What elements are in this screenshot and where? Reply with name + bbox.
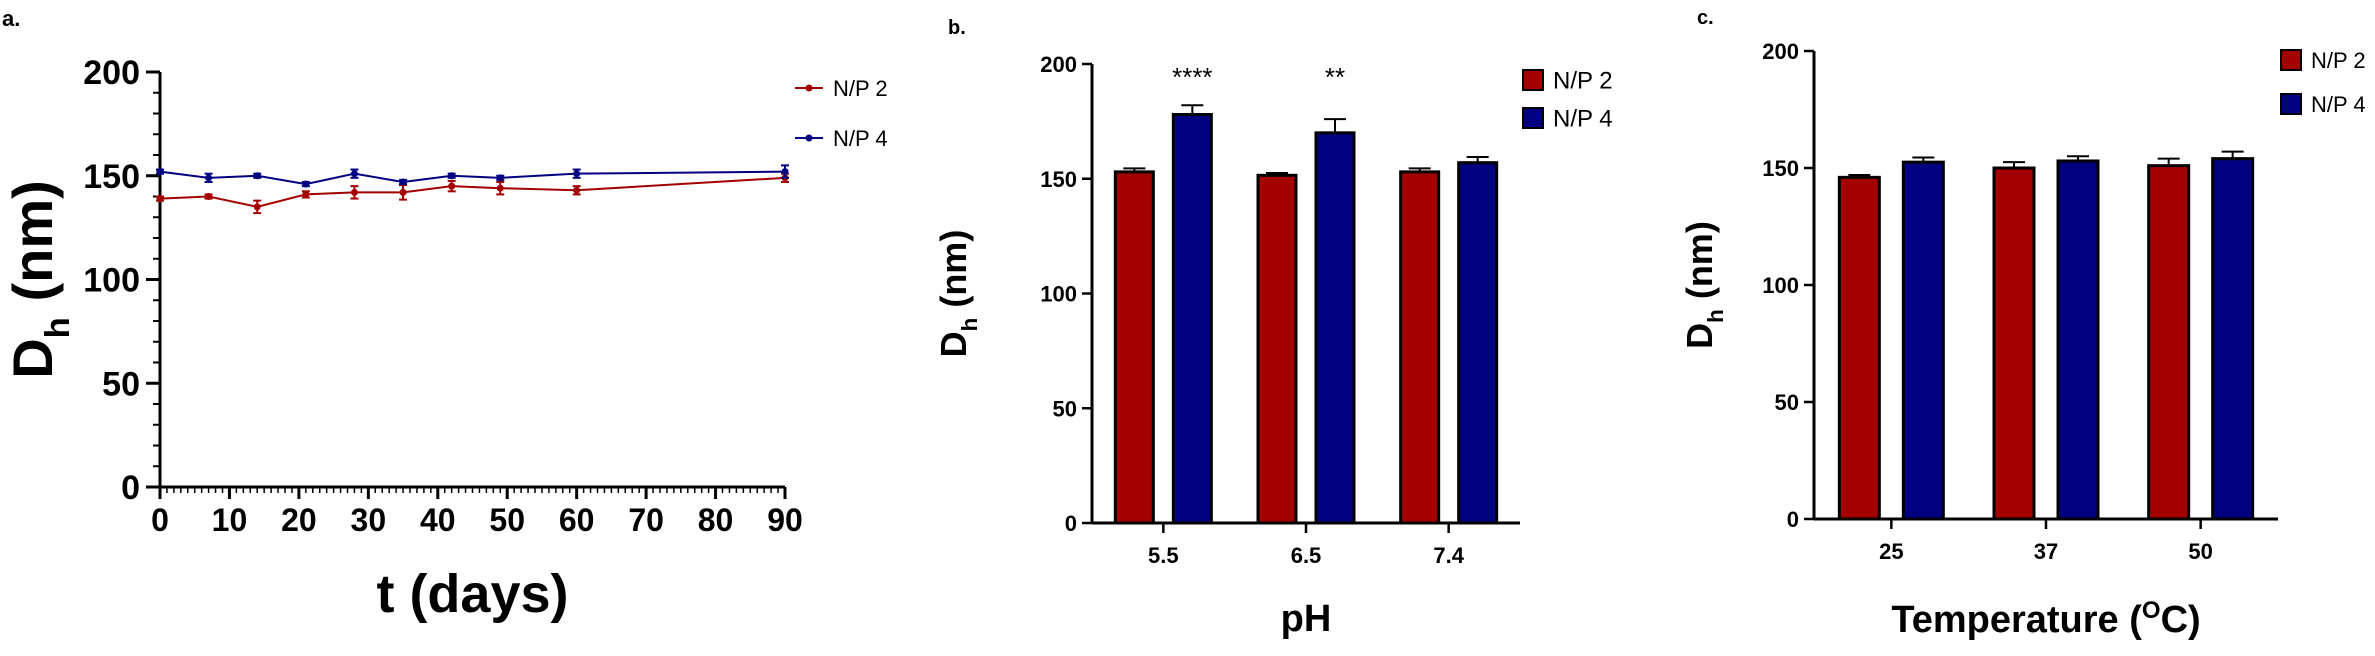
data-point — [205, 193, 213, 200]
y-tick-label: 0 — [1787, 507, 1799, 532]
y-tick-label: 200 — [1762, 39, 1799, 64]
bar-np2 — [1256, 173, 1298, 525]
x-axis-label: t (days) — [376, 564, 568, 624]
legend-swatch — [2280, 93, 2302, 115]
bar-np2 — [1837, 175, 1881, 521]
x-tick-label: 40 — [420, 502, 456, 538]
data-point — [573, 186, 581, 194]
data-point — [573, 170, 581, 178]
series-line-np4 — [159, 170, 786, 186]
y-tick-label: 200 — [83, 54, 140, 92]
data-point — [496, 174, 504, 182]
data-point — [302, 190, 310, 198]
x-tick-label: 50 — [489, 502, 525, 538]
bar-np4 — [1171, 112, 1213, 525]
y-axis-label: Dh (nm) — [1679, 221, 1728, 349]
y-tick-label: 0 — [121, 469, 140, 507]
legend-swatch — [2280, 49, 2302, 71]
y-tick-label: 50 — [1775, 390, 1799, 415]
y-tick-label: 150 — [1040, 167, 1077, 192]
panel-a-line-chart: a. 0 50 100 150 200 0 10 20 30 40 50 60 70 80 90 Dh (nm)… — [1, 6, 888, 624]
x-tick-label: 37 — [2034, 539, 2058, 564]
y-tick-label: 100 — [83, 262, 140, 300]
x-tick-label: 6.5 — [1291, 543, 1322, 568]
data-point — [350, 170, 358, 178]
y-tick-label: 50 — [1053, 396, 1077, 421]
legend-label: N/P 2 — [833, 76, 888, 101]
panel-b-bar-chart: b. 0 50 100 150 200 5.5 **** 6.5 ** 7.4 N/P 2 N/P 4 D… — [933, 17, 1613, 640]
legend-label: N/P 2 — [1553, 68, 1613, 95]
x-axis-label: pH — [1281, 598, 1332, 640]
legend-label: N/P 2 — [2311, 48, 2366, 73]
y-tick-label: 200 — [1040, 52, 1077, 77]
legend-marker — [805, 84, 813, 92]
bar-np4 — [2056, 159, 2100, 521]
y-axis-label: Dh (nm) — [1, 180, 77, 379]
x-tick-label: 7.4 — [1433, 543, 1464, 568]
x-tick-label: 80 — [698, 502, 734, 538]
data-point — [302, 180, 310, 188]
x-tick-label: 30 — [351, 502, 387, 538]
legend-marker — [805, 134, 813, 142]
bar-np2 — [2147, 164, 2191, 521]
panel-label: c. — [1697, 7, 1714, 29]
bar-np4 — [1314, 131, 1356, 525]
bar-np2 — [1399, 170, 1441, 525]
y-tick-label: 100 — [1040, 282, 1077, 307]
data-point — [496, 184, 504, 192]
panel-label: b. — [948, 17, 966, 39]
data-point — [781, 168, 789, 176]
data-point — [399, 188, 407, 196]
legend-swatch — [1522, 107, 1544, 129]
panel-label: a. — [2, 6, 20, 31]
legend-label: N/P 4 — [1553, 106, 1613, 133]
panel-c-bar-chart: c. 0 50 100 150 200 25 37 50 N/P 2 N/P 4 Dh (nm) Tem… — [1679, 7, 2366, 641]
data-point — [156, 168, 164, 176]
data-point — [350, 188, 358, 196]
data-point — [156, 195, 164, 203]
y-tick-label: 100 — [1762, 273, 1799, 298]
x-tick-label: 5.5 — [1148, 543, 1179, 568]
x-tick-label: 70 — [628, 502, 664, 538]
y-tick-label: 50 — [102, 365, 140, 403]
y-tick-label: 0 — [1065, 511, 1077, 536]
x-tick-label: 0 — [151, 502, 169, 538]
x-tick-label: 60 — [559, 502, 595, 538]
y-axis-label: Dh (nm) — [933, 230, 982, 358]
legend-label: N/P 4 — [833, 126, 888, 151]
x-tick-label: 25 — [1879, 539, 1903, 564]
x-tick-label: 50 — [2188, 539, 2212, 564]
x-tick-label: 90 — [767, 502, 803, 538]
bar-np4 — [1901, 160, 1945, 521]
legend-label: N/P 4 — [2311, 92, 2366, 117]
data-point — [399, 178, 407, 186]
bar-np2 — [1992, 166, 2036, 521]
significance-annotation: ** — [1325, 62, 1345, 92]
x-tick-label: 20 — [281, 502, 317, 538]
bar-np4 — [1457, 161, 1499, 525]
data-point — [205, 174, 213, 182]
legend-swatch — [1522, 69, 1544, 91]
bar-np4 — [2211, 157, 2255, 521]
x-axis-label: Temperature (OC) — [1891, 597, 2200, 641]
data-point — [253, 172, 261, 180]
significance-annotation: **** — [1172, 62, 1212, 92]
bar-np2 — [1113, 170, 1155, 525]
data-point — [448, 172, 456, 180]
data-point — [448, 182, 456, 190]
series-line-np2 — [159, 176, 786, 208]
y-tick-label: 150 — [83, 158, 140, 196]
x-tick-label: 10 — [212, 502, 248, 538]
data-point — [253, 203, 261, 211]
y-tick-label: 150 — [1762, 156, 1799, 181]
